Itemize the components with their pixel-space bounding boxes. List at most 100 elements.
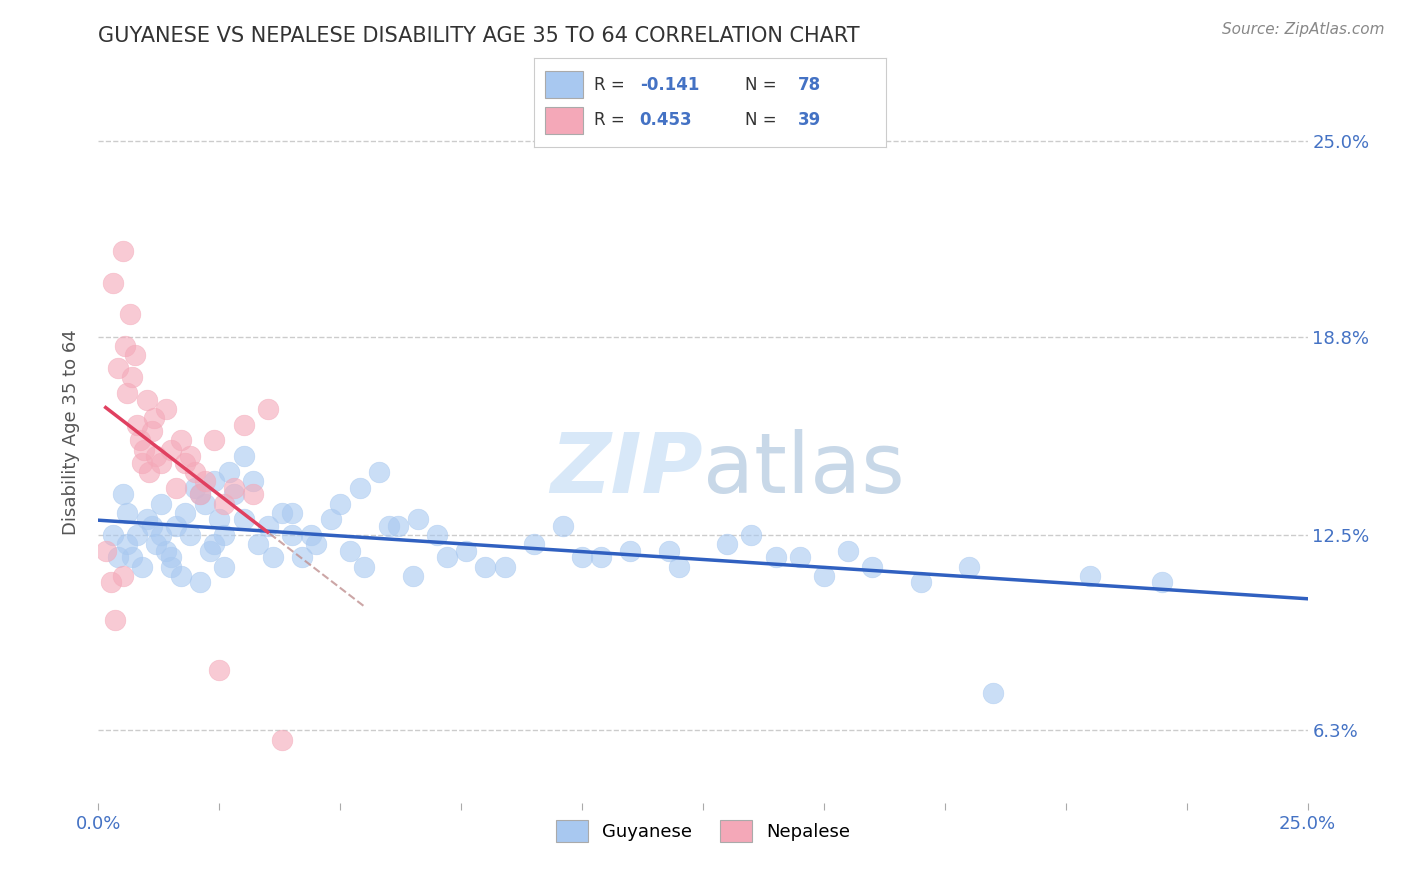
Point — [256, 518, 278, 533]
Point — [813, 569, 835, 583]
Point — [143, 411, 166, 425]
Point — [222, 481, 245, 495]
Point — [150, 528, 173, 542]
Point — [118, 308, 141, 322]
Point — [426, 528, 449, 542]
Point — [179, 528, 201, 542]
Point — [789, 550, 811, 565]
Point — [454, 543, 477, 558]
Point — [165, 518, 187, 533]
Point — [145, 449, 167, 463]
Point — [160, 550, 183, 565]
Point — [271, 506, 294, 520]
Point — [232, 512, 254, 526]
Point — [406, 512, 429, 526]
Point — [124, 348, 146, 362]
Point — [150, 456, 173, 470]
Text: N =: N = — [745, 76, 782, 94]
Point — [212, 528, 235, 542]
Point — [107, 361, 129, 376]
Point — [131, 559, 153, 574]
Point — [165, 481, 187, 495]
Point — [765, 550, 787, 565]
Point — [436, 550, 458, 565]
Point — [349, 481, 371, 495]
Point — [256, 402, 278, 417]
Text: R =: R = — [593, 76, 630, 94]
Text: -0.141: -0.141 — [640, 76, 699, 94]
Point — [222, 487, 245, 501]
FancyBboxPatch shape — [544, 71, 583, 98]
Point — [860, 559, 883, 574]
Text: atlas: atlas — [703, 429, 904, 510]
Point — [117, 386, 139, 401]
Point — [194, 475, 217, 489]
Point — [188, 487, 211, 501]
Point — [523, 537, 546, 551]
Point — [134, 442, 156, 457]
Point — [377, 518, 399, 533]
Point — [107, 550, 129, 565]
Point — [299, 528, 322, 542]
Point — [114, 339, 136, 353]
Point — [104, 613, 127, 627]
Text: 39: 39 — [799, 112, 821, 129]
Point — [494, 559, 516, 574]
Point — [145, 537, 167, 551]
Point — [716, 537, 738, 551]
Point — [658, 543, 681, 558]
Point — [353, 559, 375, 574]
Point — [740, 528, 762, 542]
Point — [981, 685, 1004, 699]
Point — [212, 496, 235, 510]
Point — [184, 481, 207, 495]
Point — [1078, 569, 1101, 583]
Point — [204, 475, 226, 489]
Point — [184, 465, 207, 479]
Point — [128, 434, 150, 448]
Point — [135, 392, 157, 407]
Point — [368, 465, 391, 479]
Point — [571, 550, 593, 565]
Point — [188, 487, 211, 501]
Point — [387, 518, 409, 533]
Point — [242, 487, 264, 501]
Point — [198, 543, 221, 558]
Point — [100, 575, 122, 590]
Point — [169, 434, 191, 448]
Point — [319, 512, 342, 526]
Point — [127, 417, 149, 432]
Point — [212, 559, 235, 574]
Point — [208, 512, 231, 526]
Point — [591, 550, 613, 565]
Text: 78: 78 — [799, 76, 821, 94]
Point — [94, 543, 117, 558]
Point — [169, 569, 191, 583]
Point — [101, 276, 124, 290]
Point — [204, 537, 226, 551]
Point — [111, 487, 134, 501]
Point — [271, 732, 294, 747]
Point — [281, 506, 304, 520]
Point — [208, 664, 231, 678]
Point — [160, 559, 183, 574]
Point — [910, 575, 932, 590]
Point — [121, 550, 143, 565]
Point — [121, 370, 143, 384]
Point — [619, 543, 641, 558]
Text: 0.453: 0.453 — [640, 112, 692, 129]
Point — [111, 244, 134, 259]
Point — [339, 543, 361, 558]
Point — [242, 475, 264, 489]
Point — [174, 456, 197, 470]
Point — [262, 550, 284, 565]
Text: ZIP: ZIP — [550, 429, 703, 510]
Point — [329, 496, 352, 510]
Point — [247, 537, 270, 551]
Text: N =: N = — [745, 112, 782, 129]
Point — [281, 528, 304, 542]
Y-axis label: Disability Age 35 to 64: Disability Age 35 to 64 — [62, 330, 80, 535]
Point — [218, 465, 240, 479]
Text: Source: ZipAtlas.com: Source: ZipAtlas.com — [1222, 22, 1385, 37]
Point — [174, 506, 197, 520]
